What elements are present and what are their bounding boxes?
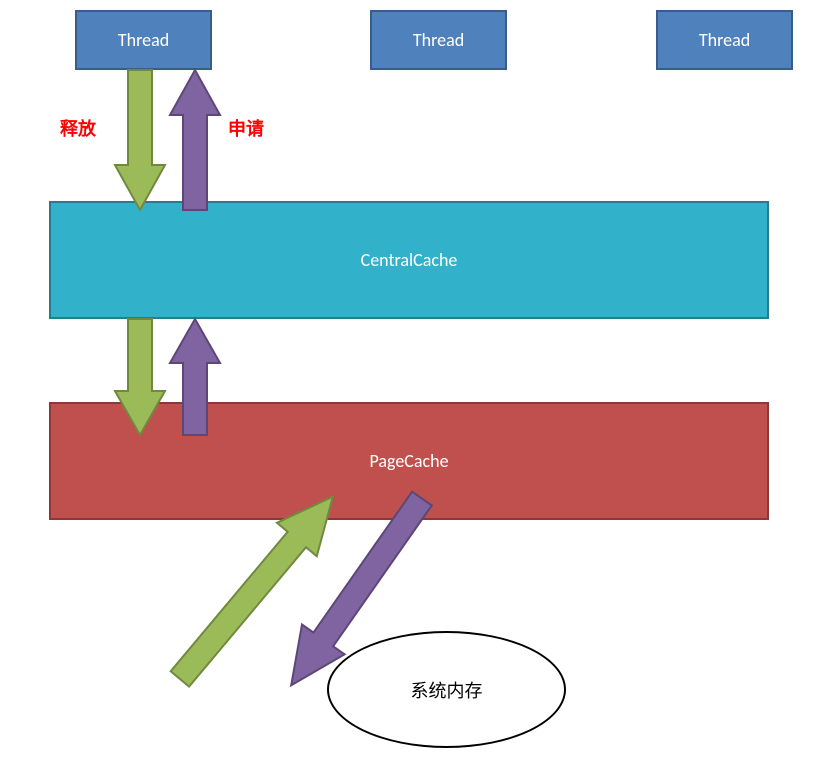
central-cache-box: CentralCache [49, 201, 769, 319]
thread-box-3: Thread [656, 10, 793, 70]
arrow-green-central-to-page [115, 319, 165, 439]
thread-label: Thread [118, 29, 169, 51]
central-cache-label: CentralCache [361, 249, 458, 271]
thread-label: Thread [699, 29, 750, 51]
allocate-label: 申请 [228, 115, 264, 141]
page-cache-label: PageCache [369, 450, 448, 472]
thread-box-1: Thread [75, 10, 212, 70]
arrow-purple-page-to-central [170, 319, 220, 439]
arrow-purple-memory-to-page [255, 502, 455, 682]
release-label: 释放 [60, 115, 96, 141]
thread-box-2: Thread [370, 10, 507, 70]
arrow-release-thread-to-central [115, 70, 165, 215]
arrow-allocate-central-to-thread [170, 70, 220, 215]
thread-label: Thread [413, 29, 464, 51]
